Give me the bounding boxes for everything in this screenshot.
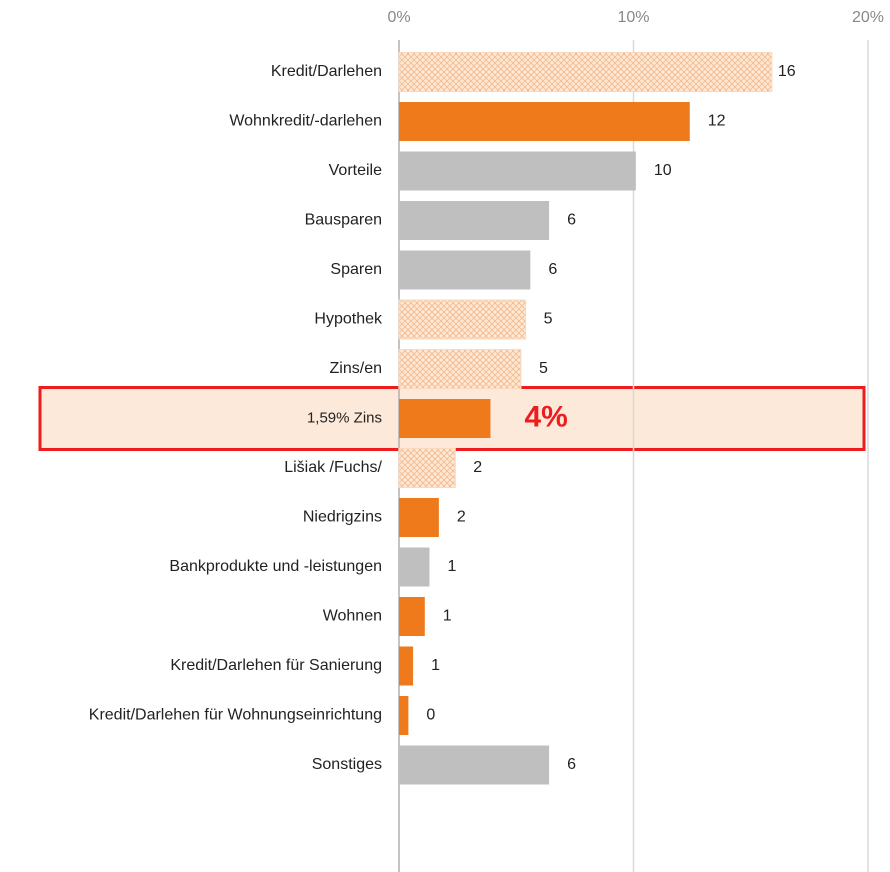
value-label: 5	[544, 311, 553, 328]
value-label: 12	[708, 113, 726, 130]
x-tick-label: 20%	[852, 9, 884, 26]
bar	[399, 745, 550, 785]
bar	[399, 597, 425, 636]
category-label: Zins/en	[330, 360, 382, 377]
category-label: Kredit/Darlehen	[271, 63, 382, 80]
x-tick-label: 0%	[387, 9, 410, 26]
bar	[398, 448, 456, 488]
value-label: 10	[654, 162, 672, 179]
value-label: 4%	[524, 400, 567, 433]
bar	[399, 250, 531, 290]
category-label: Bankprodukte und -leistungen	[169, 558, 382, 575]
category-label: Vorteile	[329, 162, 382, 179]
value-label: 1	[443, 608, 452, 625]
value-label: 2	[457, 509, 466, 526]
value-label: 0	[426, 707, 435, 724]
value-label: 6	[548, 261, 557, 278]
bar	[399, 498, 439, 537]
bar	[398, 349, 522, 389]
bar	[399, 696, 409, 735]
category-label: Bausparen	[305, 212, 382, 229]
value-label: 1	[447, 558, 456, 575]
category-label: Niedrigzins	[303, 509, 382, 526]
category-label: Hypothek	[314, 311, 383, 328]
category-label: 1,59% Zins	[307, 409, 382, 426]
category-label: Sparen	[330, 261, 382, 278]
category-label: Wohnen	[323, 608, 382, 625]
value-label: 16	[778, 63, 796, 80]
category-label: Wohnkredit/-darlehen	[229, 113, 382, 130]
bar	[399, 399, 491, 438]
bar	[398, 299, 527, 340]
bar	[399, 151, 636, 191]
value-label: 5	[539, 360, 548, 377]
category-label: Kredit/Darlehen für Wohnungseinrichtung	[89, 707, 382, 724]
bar	[398, 52, 773, 92]
value-label: 1	[431, 657, 440, 674]
category-label: Kredit/Darlehen für Sanierung	[170, 657, 382, 674]
value-label: 2	[473, 459, 482, 476]
category-label: Sonstiges	[312, 756, 382, 773]
x-tick-label: 10%	[617, 9, 649, 26]
category-label: Lišiak /Fuchs/	[284, 459, 382, 476]
bar	[399, 102, 690, 141]
value-label: 6	[567, 756, 576, 773]
bar	[399, 547, 430, 587]
value-label: 6	[567, 212, 576, 229]
bar	[399, 201, 550, 240]
bar	[399, 646, 414, 686]
